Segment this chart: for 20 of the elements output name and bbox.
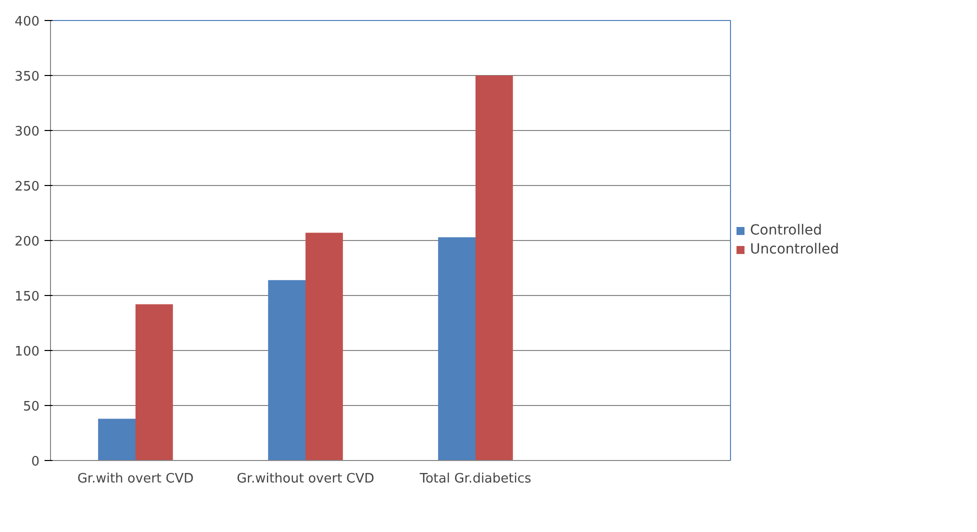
y-tick-label: 350 (14, 70, 40, 84)
y-tick-label: 50 (22, 400, 40, 414)
legend-label: Uncontrolled (750, 242, 840, 258)
x-tick-label: Gr.with overt CVD (77, 472, 194, 486)
legend-label: Controlled (750, 222, 822, 238)
x-tick-label: Total Gr.diabetics (418, 472, 532, 486)
bar (98, 418, 136, 460)
y-tick-label: 100 (14, 344, 40, 360)
bar (136, 304, 173, 460)
bar (476, 76, 513, 460)
bar (438, 237, 476, 460)
y-tick-label: 400 (14, 14, 40, 30)
y-tick-label: 300 (14, 124, 40, 140)
y-tick-label: 200 (14, 234, 40, 250)
bar (306, 232, 343, 460)
y-tick-label: 0 (31, 454, 40, 470)
bar (268, 280, 306, 460)
y-tick-label: 250 (14, 180, 40, 194)
x-tick-label: Gr.without overt CVD (236, 472, 374, 486)
y-tick-label: 150 (14, 290, 40, 304)
